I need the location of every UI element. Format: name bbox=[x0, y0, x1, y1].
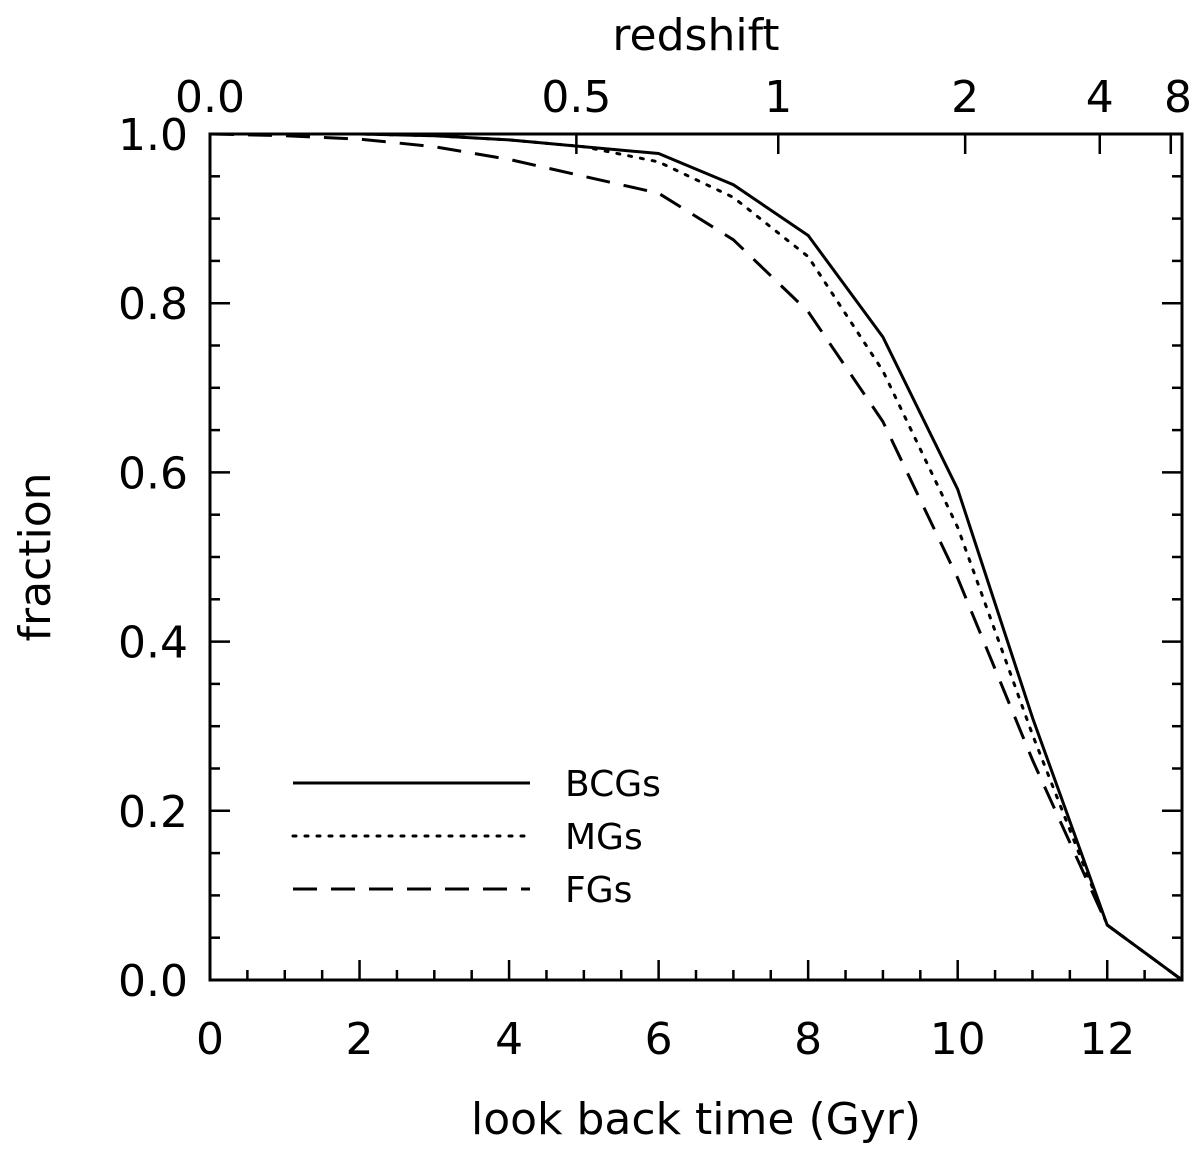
tick-labels: 0 2 4 6 8 10 120.00.20.40.60.81.00.0 0.5 1 2 4 8 bbox=[118, 72, 1192, 1065]
x-axis-title: look back time (Gyr) bbox=[471, 1094, 921, 1145]
x-tick-label: 0 bbox=[196, 1014, 224, 1065]
y-tick-label: 1.0 bbox=[118, 110, 188, 161]
series-line-fgs bbox=[209, 132, 1183, 982]
y-tick-label: 0.6 bbox=[118, 448, 188, 499]
series-line-mgs bbox=[208, 132, 1184, 982]
series-line-bcgs bbox=[210, 132, 1183, 982]
y-tick-label: 0.4 bbox=[118, 618, 188, 669]
x-tick-label: 6 bbox=[645, 1014, 673, 1065]
plot-frame bbox=[208, 132, 1184, 982]
x-tick-label: 10 bbox=[930, 1014, 986, 1065]
legend-label-mgs: MGs bbox=[565, 817, 643, 858]
y-tick-label: 0.8 bbox=[118, 279, 188, 330]
top-tick-label: 8 bbox=[1164, 72, 1192, 123]
tick-marks bbox=[208, 132, 1182, 982]
series-lines bbox=[208, 132, 1184, 982]
x-tick-label: 2 bbox=[346, 1014, 374, 1065]
x-tick-label: 12 bbox=[1079, 1014, 1135, 1065]
top-tick-label: 4 bbox=[1086, 72, 1114, 123]
legend-label-bcgs: BCGs bbox=[565, 764, 661, 805]
top-tick-label: 1 bbox=[764, 72, 792, 123]
legend-label-fgs: FGs bbox=[565, 870, 632, 911]
top-axis-title: redshift bbox=[612, 10, 779, 61]
x-tick-label: 4 bbox=[495, 1014, 523, 1065]
top-tick-label: 0.0 bbox=[175, 72, 245, 123]
legend: BCGs MGs FGs bbox=[291, 764, 661, 911]
y-axis-title: fraction bbox=[10, 472, 61, 641]
y-tick-label: 0.0 bbox=[118, 956, 188, 1007]
y-tick-label: 0.2 bbox=[118, 787, 188, 838]
top-tick-label: 2 bbox=[951, 72, 979, 123]
x-tick-label: 8 bbox=[794, 1014, 822, 1065]
top-tick-label: 0.5 bbox=[541, 72, 611, 123]
